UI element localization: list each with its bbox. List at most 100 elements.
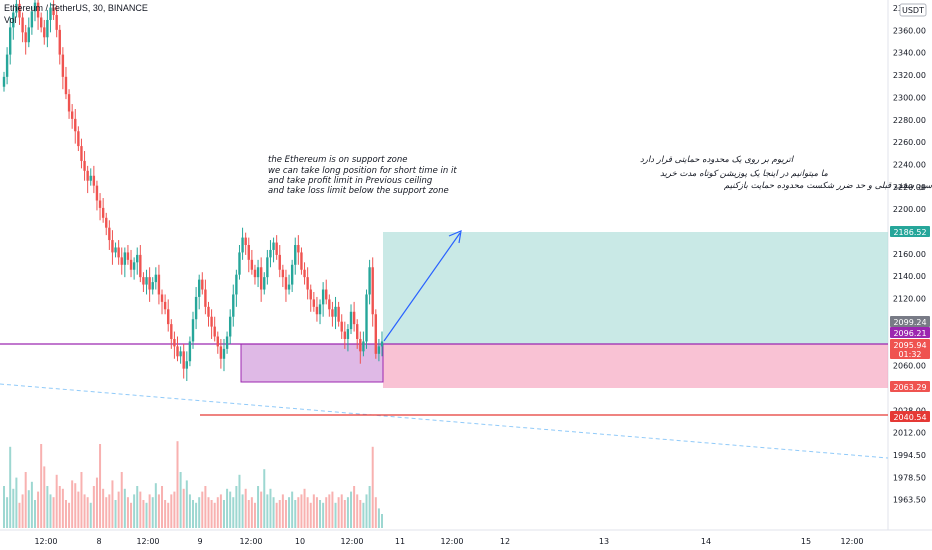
candle[interactable] xyxy=(222,338,226,372)
candle[interactable] xyxy=(328,294,331,317)
candle[interactable] xyxy=(43,19,46,45)
candle[interactable] xyxy=(58,24,61,65)
candle[interactable] xyxy=(334,296,337,330)
candle[interactable] xyxy=(163,294,167,315)
candle[interactable] xyxy=(244,232,247,255)
candle[interactable] xyxy=(349,304,353,335)
candle[interactable] xyxy=(352,301,356,332)
candle[interactable] xyxy=(111,230,114,265)
candle[interactable] xyxy=(120,247,123,275)
candle[interactable] xyxy=(80,138,83,169)
candle[interactable] xyxy=(148,267,151,302)
candle[interactable] xyxy=(377,338,381,362)
candle[interactable] xyxy=(92,165,96,194)
candle[interactable] xyxy=(64,66,68,100)
candle[interactable] xyxy=(228,309,232,344)
symbol-title[interactable]: Ethereum / TetherUS, 30, BINANCE xyxy=(4,3,148,13)
candle[interactable] xyxy=(188,336,192,367)
candle[interactable] xyxy=(86,165,89,194)
candle[interactable] xyxy=(281,264,285,288)
candle[interactable] xyxy=(356,319,359,349)
annotation-persian[interactable]: اتریوم بر روی یک محدوده حمایتی قرار دارد… xyxy=(640,155,932,191)
candle[interactable] xyxy=(247,237,250,273)
candle[interactable] xyxy=(232,284,235,327)
candle[interactable] xyxy=(374,309,378,359)
candle[interactable] xyxy=(123,247,127,278)
candle[interactable] xyxy=(256,259,260,288)
candle[interactable] xyxy=(98,193,102,221)
candle[interactable] xyxy=(343,321,347,349)
candle[interactable] xyxy=(24,24,27,55)
candle[interactable] xyxy=(83,151,86,181)
candle[interactable] xyxy=(36,0,40,30)
candle[interactable] xyxy=(315,296,319,322)
candle[interactable] xyxy=(306,267,309,300)
candle[interactable] xyxy=(70,104,74,129)
candle[interactable] xyxy=(126,245,130,265)
annotation-english[interactable]: the Ethereum is on support zone we can t… xyxy=(268,155,457,196)
candle[interactable] xyxy=(136,247,139,275)
trendline[interactable] xyxy=(0,383,889,459)
currency-badge[interactable]: USDT xyxy=(899,3,927,17)
candle[interactable] xyxy=(340,314,343,339)
volume-indicator-label[interactable]: Vol xyxy=(4,15,17,25)
candle[interactable] xyxy=(325,279,328,305)
candle[interactable] xyxy=(173,331,176,359)
candle[interactable] xyxy=(194,287,198,330)
candle[interactable] xyxy=(185,351,189,382)
candle[interactable] xyxy=(33,0,37,22)
candle[interactable] xyxy=(67,89,71,119)
candle[interactable] xyxy=(303,262,306,285)
candle[interactable] xyxy=(182,343,185,379)
stop-loss-area[interactable] xyxy=(383,344,888,388)
candle[interactable] xyxy=(312,291,316,312)
candle[interactable] xyxy=(151,277,154,295)
candle[interactable] xyxy=(176,336,179,362)
candle[interactable] xyxy=(219,338,223,369)
candle[interactable] xyxy=(207,301,210,327)
candle[interactable] xyxy=(225,331,229,354)
candle[interactable] xyxy=(117,240,120,265)
candle[interactable] xyxy=(101,198,105,223)
candle[interactable] xyxy=(346,324,350,352)
candle[interactable] xyxy=(167,299,170,332)
candle[interactable] xyxy=(114,242,117,258)
candle[interactable] xyxy=(74,108,77,144)
candle[interactable] xyxy=(365,289,368,349)
candle[interactable] xyxy=(77,126,80,152)
candle[interactable] xyxy=(132,257,136,280)
candle[interactable] xyxy=(157,264,161,305)
candle[interactable] xyxy=(269,240,272,268)
candle[interactable] xyxy=(145,269,148,295)
candle[interactable] xyxy=(12,7,15,40)
candle[interactable] xyxy=(49,2,52,33)
candle[interactable] xyxy=(275,235,278,260)
candle[interactable] xyxy=(210,309,213,339)
candle[interactable] xyxy=(284,269,288,302)
candle[interactable] xyxy=(362,331,365,357)
candle[interactable] xyxy=(287,274,291,295)
candle[interactable] xyxy=(266,249,269,285)
candle[interactable] xyxy=(337,301,340,327)
candle[interactable] xyxy=(52,0,55,20)
candle[interactable] xyxy=(290,259,294,292)
candle[interactable] xyxy=(263,272,266,295)
candle[interactable] xyxy=(204,279,207,315)
candle[interactable] xyxy=(30,6,34,35)
candle[interactable] xyxy=(253,264,257,285)
candle[interactable] xyxy=(331,301,334,327)
candle[interactable] xyxy=(154,267,158,290)
candle[interactable] xyxy=(259,257,263,302)
take-profit-area[interactable] xyxy=(383,232,888,344)
candle[interactable] xyxy=(235,269,238,307)
candle[interactable] xyxy=(142,272,145,292)
candle[interactable] xyxy=(272,237,275,263)
arrow-line[interactable] xyxy=(383,232,461,342)
candle[interactable] xyxy=(61,47,65,90)
candle[interactable] xyxy=(8,17,12,65)
candle[interactable] xyxy=(179,346,182,364)
candle[interactable] xyxy=(309,284,312,312)
candle[interactable] xyxy=(318,299,322,325)
